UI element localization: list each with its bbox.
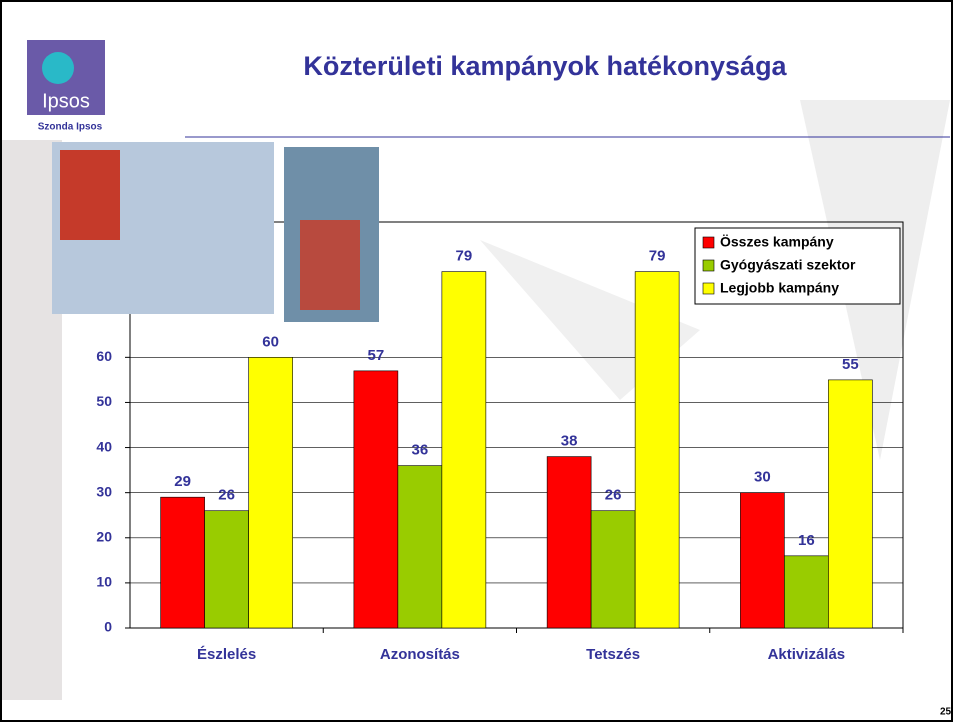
bar <box>635 272 679 628</box>
value-label: 57 <box>368 347 385 364</box>
x-tick-label: Aktivizálás <box>768 646 846 663</box>
legend-label: Összes kampány <box>720 234 834 250</box>
bar <box>205 511 249 628</box>
value-label: 60 <box>262 333 279 350</box>
y-tick-label: 30 <box>96 483 112 499</box>
value-label: 26 <box>218 487 235 504</box>
legend-swatch <box>703 283 714 294</box>
x-tick-label: Észlelés <box>197 646 256 663</box>
logo-head <box>42 52 74 84</box>
y-tick-label: 0 <box>104 619 112 635</box>
y-tick-label: 50 <box>96 393 112 409</box>
value-label: 38 <box>561 433 578 450</box>
logo-caption: Szonda Ipsos <box>38 122 103 133</box>
logo-brand: Ipsos <box>42 90 90 112</box>
slide: Ipsos Szonda Ipsos Közterületi kampányok… <box>0 0 953 722</box>
bar <box>249 357 293 628</box>
value-label: 26 <box>605 487 622 504</box>
y-tick-label: 10 <box>96 574 112 590</box>
bar <box>784 556 828 628</box>
value-label: 30 <box>754 469 771 486</box>
ad-image-product <box>60 150 120 240</box>
ad-image-product <box>300 220 360 310</box>
y-tick-label: 20 <box>96 528 112 544</box>
value-label: 16 <box>798 532 815 549</box>
value-label: 29 <box>174 473 191 490</box>
bar <box>591 511 635 628</box>
bar <box>398 466 442 628</box>
bar <box>354 371 398 628</box>
bar <box>828 380 872 628</box>
bar <box>442 272 486 628</box>
y-tick-label: 60 <box>96 348 112 364</box>
legend-swatch <box>703 260 714 271</box>
value-label: 55 <box>842 356 859 373</box>
x-tick-label: Tetszés <box>586 646 640 663</box>
bar <box>547 457 591 628</box>
value-label: 36 <box>412 442 429 459</box>
bar <box>740 493 784 628</box>
legend-swatch <box>703 237 714 248</box>
page-number: 25 <box>940 707 952 718</box>
value-label: 79 <box>456 248 473 265</box>
chart-title: Közterületi kampányok hatékonysága <box>303 51 787 81</box>
y-tick-label: 40 <box>96 438 112 454</box>
value-label: 79 <box>649 248 666 265</box>
legend-label: Gyógyászati szektor <box>720 257 856 273</box>
bar <box>161 497 205 628</box>
legend-label: Legjobb kampány <box>720 280 839 296</box>
x-tick-label: Azonosítás <box>380 646 460 663</box>
